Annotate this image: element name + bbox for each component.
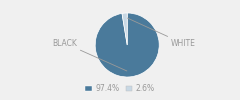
Text: WHITE: WHITE — [127, 18, 195, 48]
Wedge shape — [122, 13, 127, 45]
Text: BLACK: BLACK — [53, 39, 127, 71]
Legend: 97.4%, 2.6%: 97.4%, 2.6% — [82, 81, 158, 96]
Wedge shape — [95, 13, 159, 77]
